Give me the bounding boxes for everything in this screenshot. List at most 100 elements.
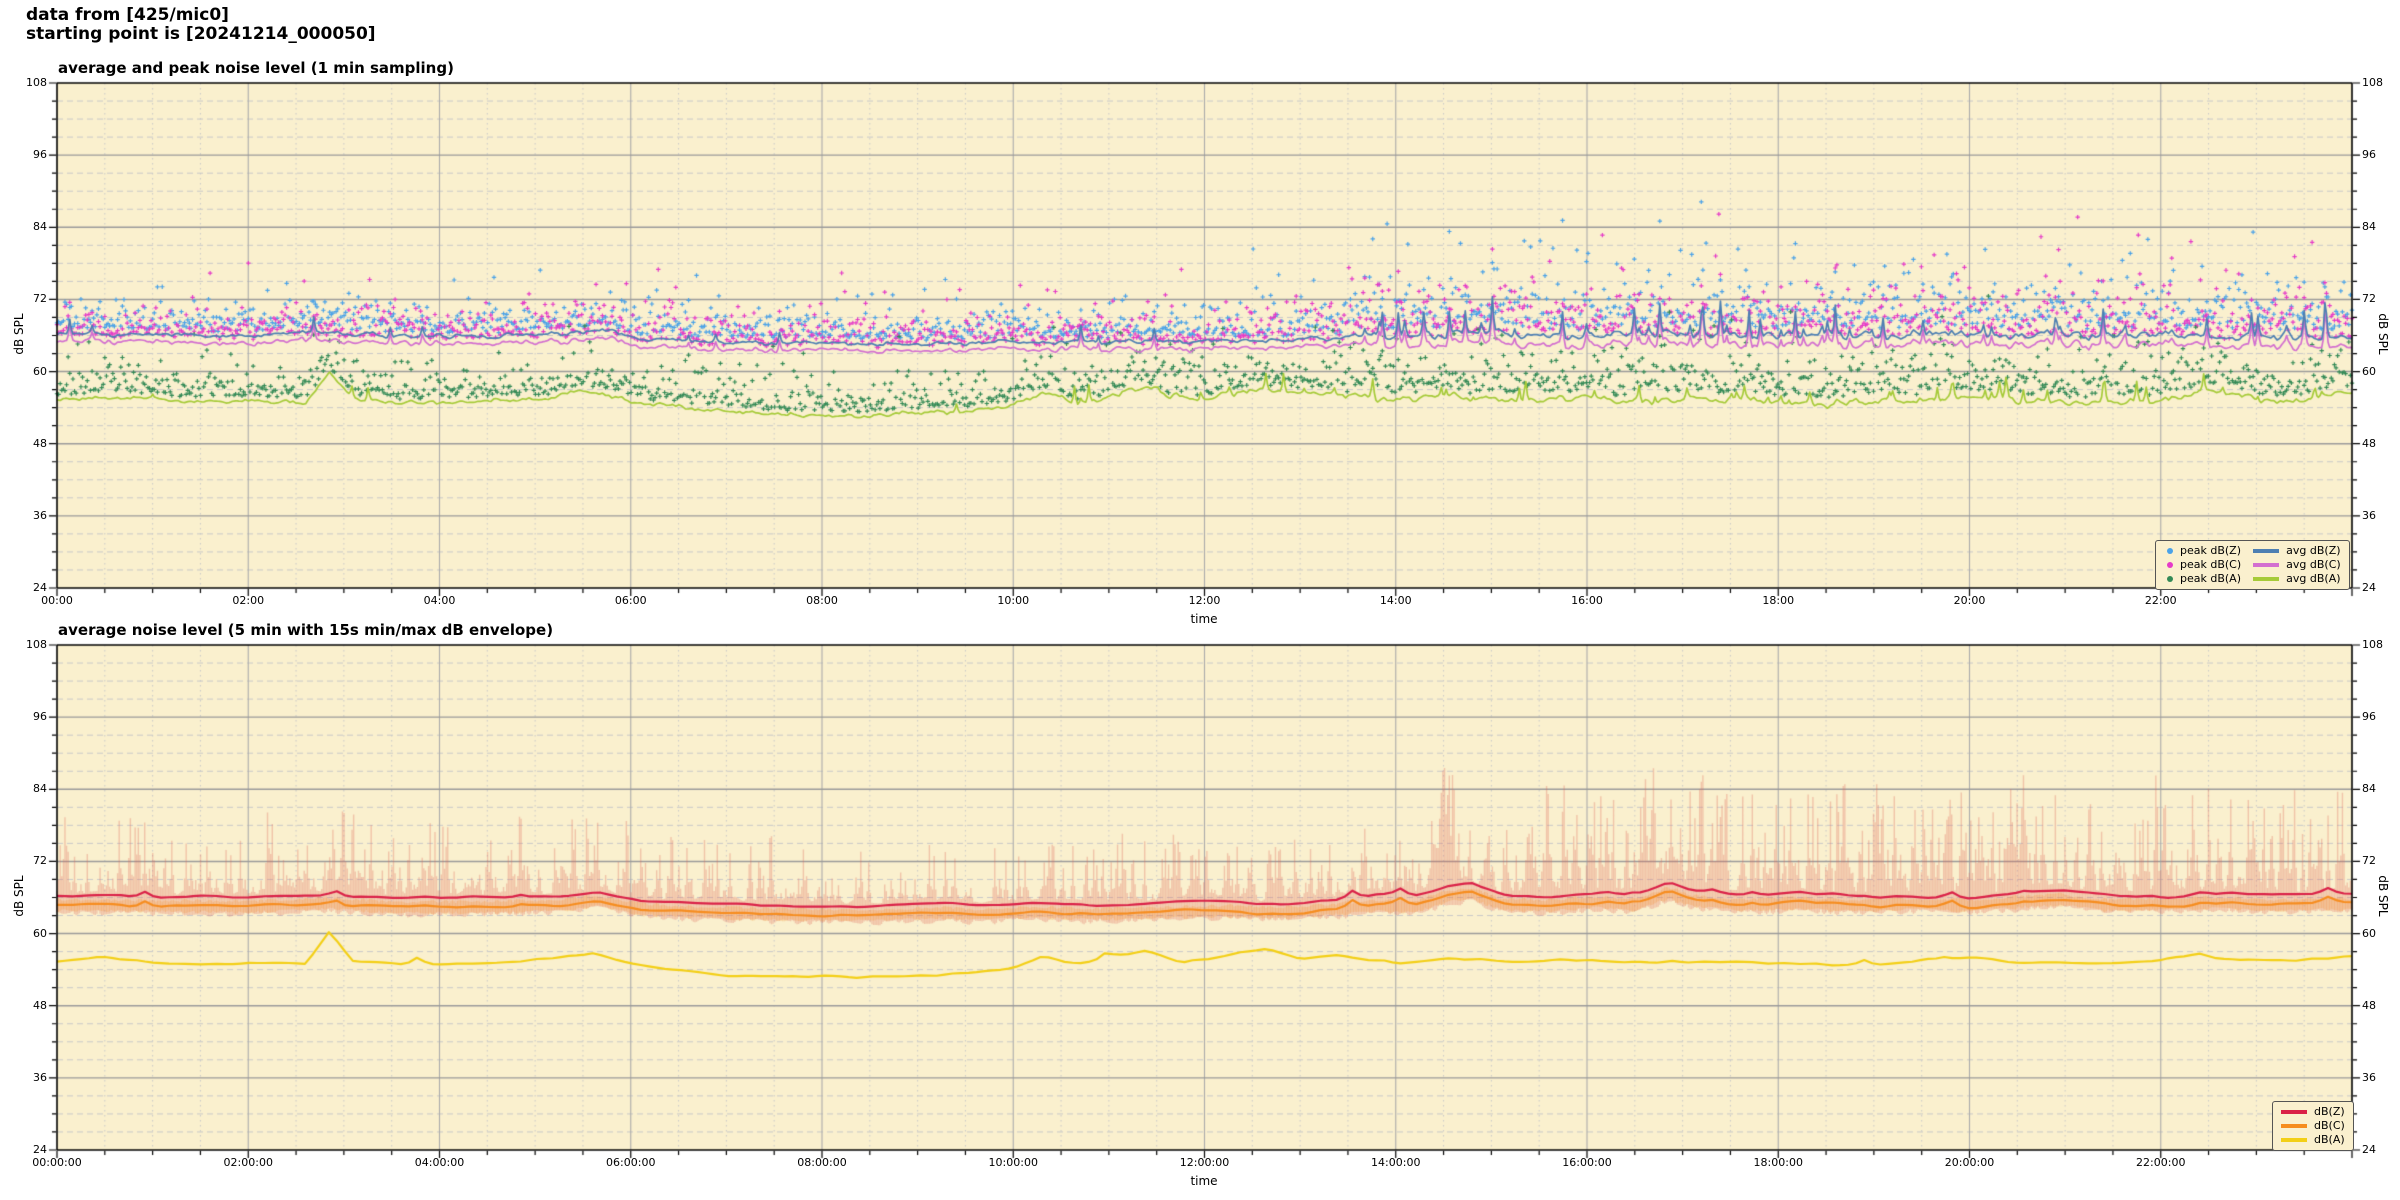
legend-line-swatch (2281, 1124, 2307, 1128)
y-tick-label-right: 48 (2362, 436, 2376, 450)
x-tick-label: 12:00 (1188, 594, 1221, 607)
x-tick-label: 14:00 (1379, 594, 1412, 607)
y-axis-label-left: dB SPL (12, 875, 26, 917)
header-starting-point: starting point is [20241214_000050] (26, 24, 376, 44)
x-tick-label: 04:00 (423, 594, 456, 607)
x-tick-label: 16:00:00 (1562, 1156, 1612, 1169)
legend-line-swatch (2253, 549, 2280, 553)
x-tick-label: 06:00:00 (606, 1156, 656, 1169)
x-tick-label: 22:00 (2144, 594, 2177, 607)
legend-label: avg dB(C) (2286, 558, 2341, 571)
y-tick-label-left: 48 (33, 998, 47, 1012)
legend-box: peak dB(Z) peak dB(C) peak dB(A) avg dB(Z) a… (2155, 540, 2350, 590)
y-tick-label-left: 108 (26, 76, 47, 89)
y-tick-label-left: 96 (33, 148, 47, 162)
x-tick-label: 12:00:00 (1179, 1156, 1230, 1169)
y-tick-label-right: 108 (2362, 638, 2383, 651)
legend-label: peak dB(Z) (2180, 544, 2242, 557)
legend-label: avg dB(Z) (2286, 544, 2341, 557)
legend-item: dB(Z) (2281, 1106, 2345, 1118)
legend-item: dB(A) (2281, 1134, 2345, 1146)
legend-label: peak dB(A) (2180, 572, 2241, 585)
legend-label: dB(Z) (2314, 1105, 2345, 1118)
legend-line-swatch (2253, 563, 2280, 567)
y-tick-label-right: 36 (2362, 1070, 2376, 1084)
bottom-chart-plot-canvas (45, 633, 2364, 1162)
legend-line-swatch (2281, 1138, 2307, 1142)
y-tick-label-right: 60 (2362, 364, 2376, 378)
y-tick-label-left: 60 (33, 926, 47, 940)
legend-item: peak dB(C) (2164, 559, 2241, 571)
legend-point-marker (2167, 548, 2173, 554)
x-tick-label: 04:00:00 (414, 1156, 465, 1169)
y-tick-label-right: 36 (2362, 508, 2376, 522)
legend-item: avg dB(C) (2253, 559, 2341, 571)
y-tick-label-right: 60 (2362, 926, 2376, 940)
y-tick-label-left: 48 (33, 436, 47, 450)
legend-line-swatch (2253, 577, 2280, 581)
legend-label: peak dB(C) (2180, 558, 2242, 571)
legend-line-swatch (2281, 1110, 2307, 1114)
header: data from [425/mic0] starting point is [… (26, 6, 376, 44)
legend-column: dB(Z) dB(C) dB(A) (2281, 1106, 2345, 1146)
y-axis-label-left: dB SPL (12, 313, 26, 355)
legend-point-marker (2167, 562, 2173, 568)
legend-column: peak dB(Z) peak dB(C) peak dB(A) (2164, 545, 2241, 585)
y-tick-label-right: 84 (2362, 220, 2376, 234)
x-tick-label: 14:00:00 (1371, 1156, 1421, 1169)
legend-label: avg dB(A) (2286, 572, 2341, 585)
y-tick-label-left: 60 (33, 364, 47, 378)
x-tick-label: 18:00:00 (1753, 1156, 1803, 1169)
x-tick-label: 06:00 (614, 594, 647, 607)
x-tick-label: 18:00 (1762, 594, 1795, 607)
x-tick-label: 10:00:00 (988, 1156, 1038, 1169)
x-tick-label: 08:00 (806, 594, 838, 607)
x-axis-label: time (1190, 1174, 1218, 1188)
y-tick-label-left: 24 (33, 581, 47, 594)
x-tick-label: 00:00:00 (32, 1156, 82, 1169)
x-tick-label: 02:00:00 (223, 1156, 273, 1169)
header-data-source: data from [425/mic0] (26, 5, 229, 25)
y-tick-label-left: 72 (33, 292, 47, 306)
y-tick-label-right: 108 (2362, 76, 2383, 89)
y-tick-label-left: 36 (33, 1070, 47, 1084)
y-tick-label-left: 84 (33, 782, 47, 796)
legend-item: peak dB(A) (2164, 573, 2241, 585)
y-tick-label-right: 84 (2362, 782, 2376, 796)
y-tick-label-right: 72 (2362, 854, 2376, 868)
y-tick-label-right: 48 (2362, 998, 2376, 1012)
y-tick-label-right: 72 (2362, 292, 2376, 306)
x-axis-label: time (1190, 612, 1218, 626)
top-chart-plot-canvas (45, 71, 2364, 600)
x-tick-label: 20:00 (1953, 594, 1986, 607)
y-axis-label-right: dB SPL (2376, 875, 2390, 917)
legend-box: dB(Z) dB(C) dB(A) (2272, 1101, 2354, 1151)
y-tick-label-right: 24 (2362, 581, 2376, 594)
legend-item: peak dB(Z) (2164, 545, 2241, 557)
y-tick-label-left: 108 (26, 638, 47, 651)
legend-item: dB(C) (2281, 1120, 2345, 1132)
x-tick-label: 20:00:00 (1944, 1156, 1995, 1169)
y-tick-label-right: 96 (2362, 710, 2376, 724)
x-tick-label: 16:00 (1571, 594, 1603, 607)
y-axis-label-right: dB SPL (2376, 313, 2390, 355)
legend-item: avg dB(A) (2253, 573, 2341, 585)
x-tick-label: 02:00 (232, 594, 265, 607)
x-tick-label: 10:00 (997, 594, 1030, 607)
y-tick-label-left: 96 (33, 710, 47, 724)
legend-item: avg dB(Z) (2253, 545, 2341, 557)
x-tick-label: 08:00:00 (797, 1156, 847, 1169)
legend-column: avg dB(Z) avg dB(C) avg dB(A) (2253, 545, 2341, 585)
legend-label: dB(C) (2314, 1119, 2345, 1132)
y-tick-label-left: 36 (33, 508, 47, 522)
y-tick-label-right: 24 (2362, 1143, 2376, 1156)
y-tick-label-left: 24 (33, 1143, 47, 1156)
x-tick-label: 00:00 (41, 594, 73, 607)
legend-label: dB(A) (2314, 1133, 2345, 1146)
y-tick-label-left: 84 (33, 220, 47, 234)
y-tick-label-left: 72 (33, 854, 47, 868)
y-tick-label-right: 96 (2362, 148, 2376, 162)
legend-point-marker (2167, 576, 2173, 582)
x-tick-label: 22:00:00 (2136, 1156, 2186, 1169)
